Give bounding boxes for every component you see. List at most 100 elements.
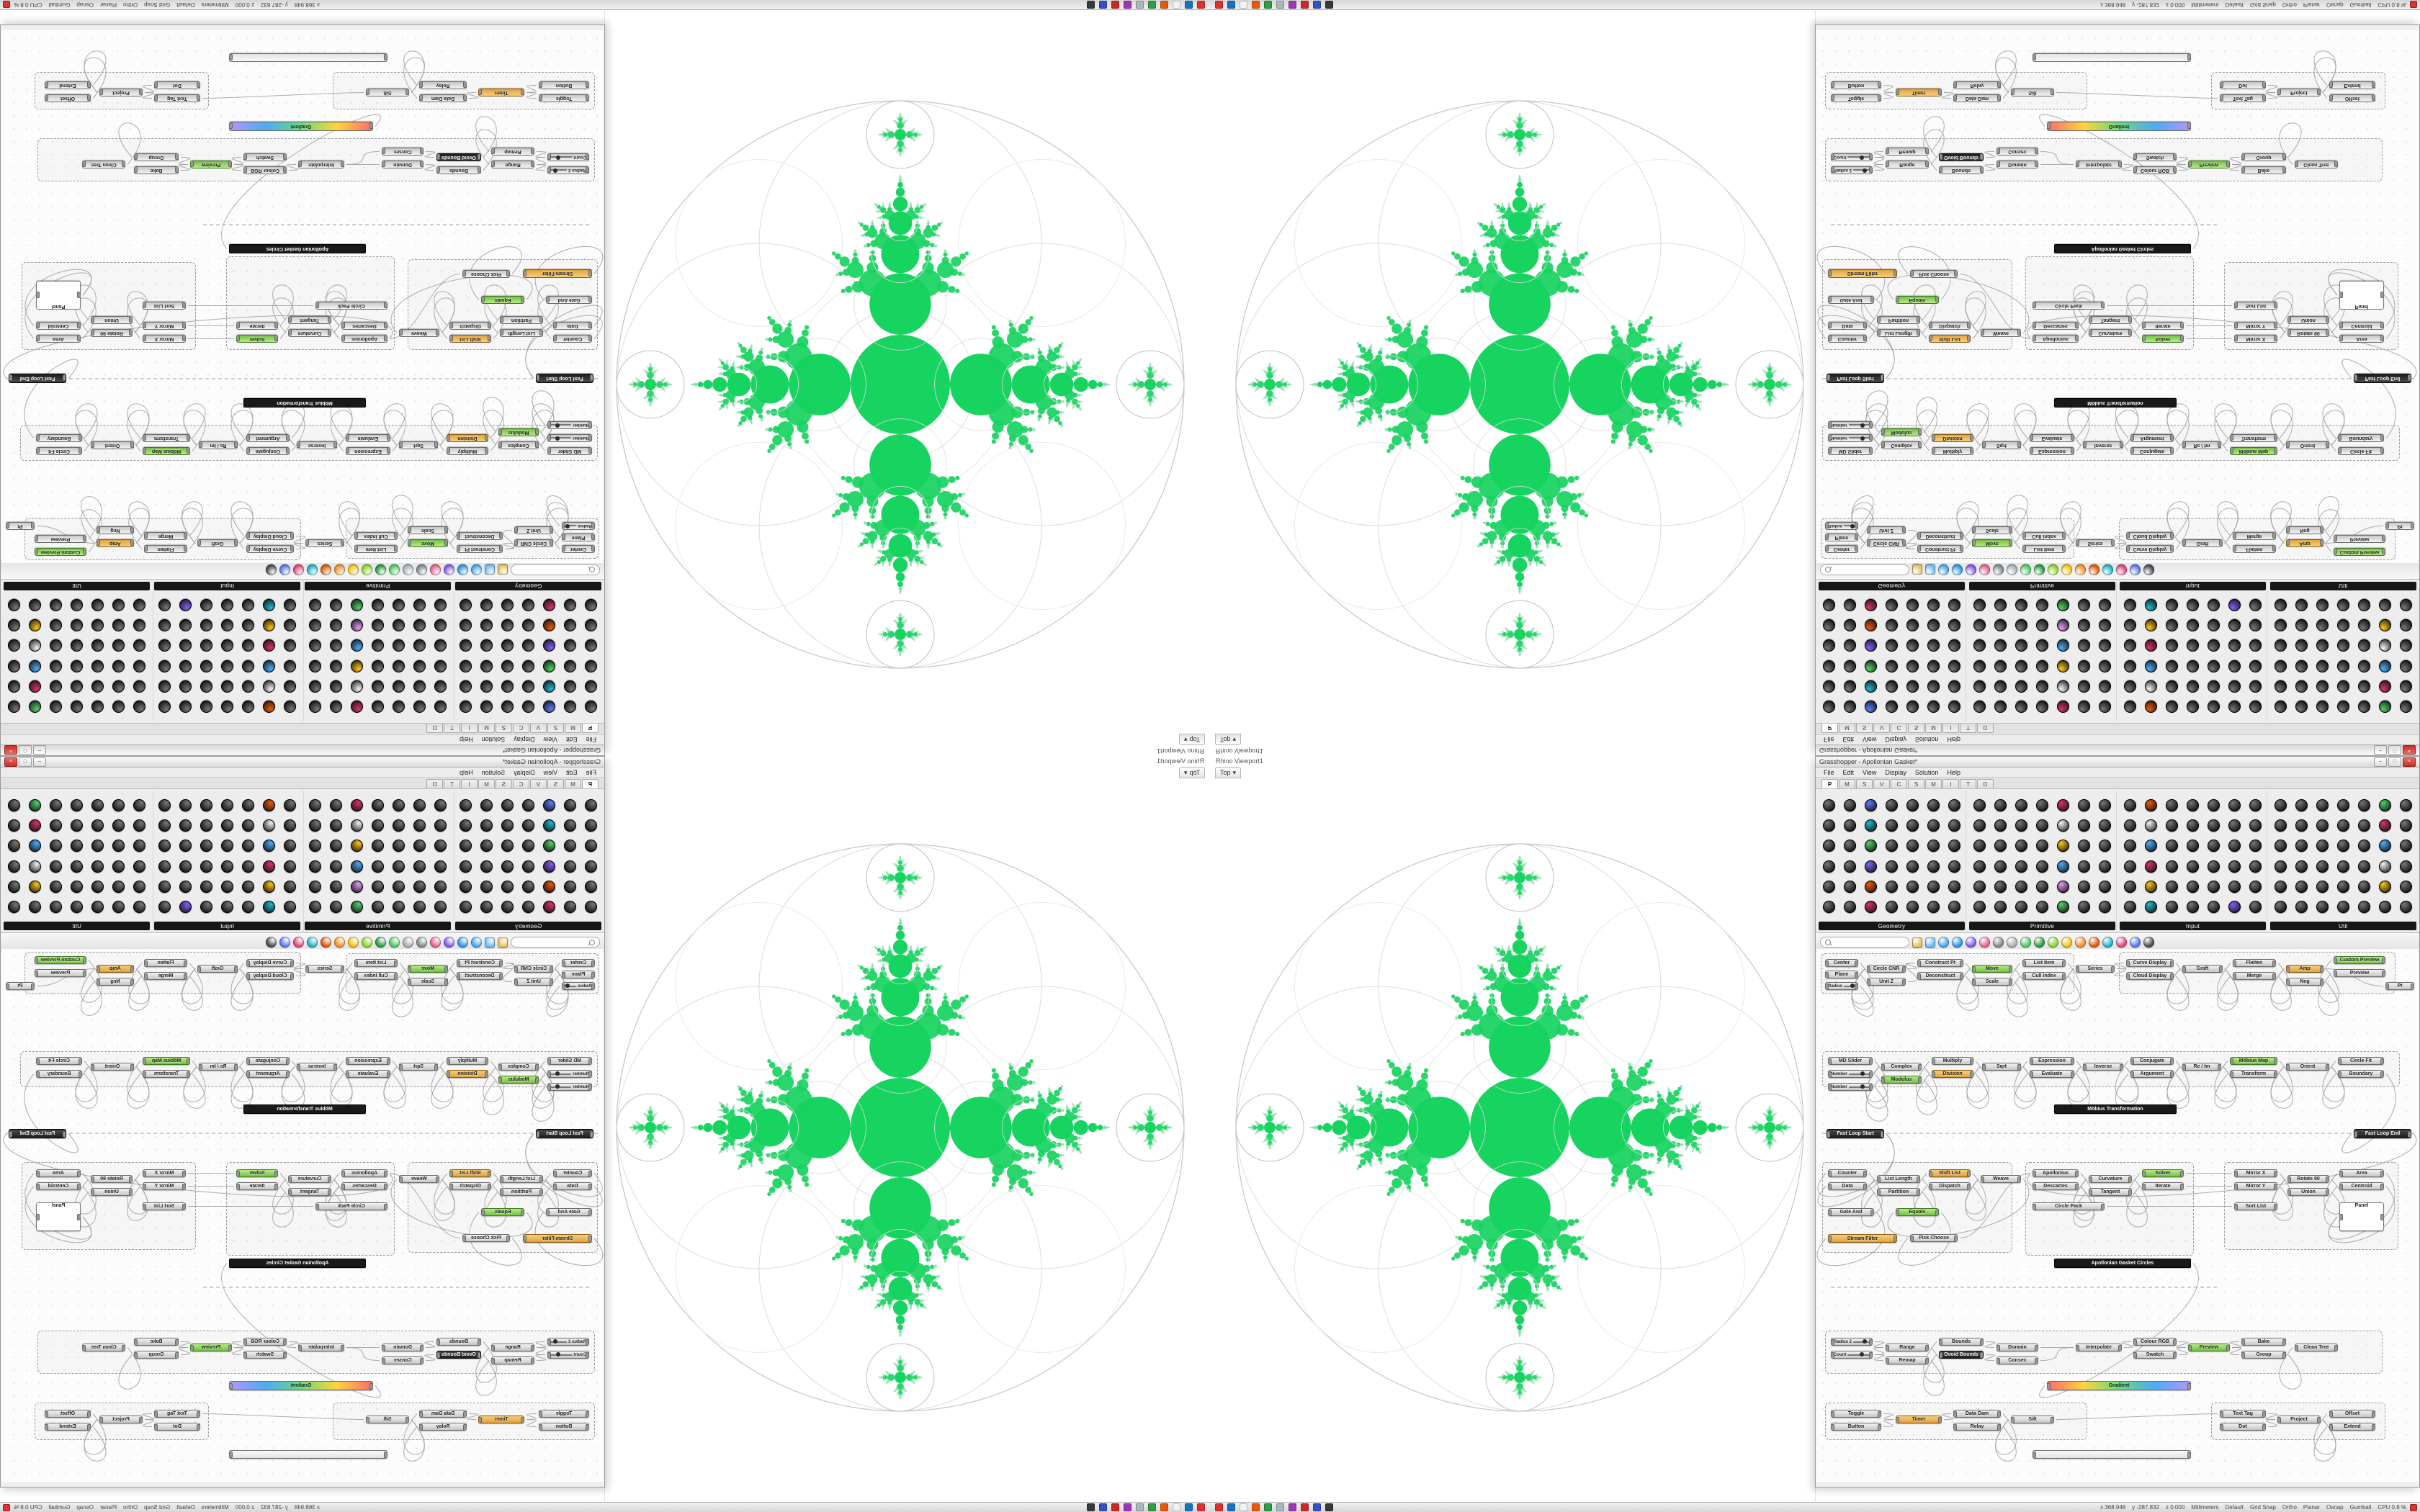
component-icon[interactable] xyxy=(2249,700,2262,713)
component-icon[interactable] xyxy=(2358,799,2370,812)
component-icon[interactable] xyxy=(1823,680,1835,693)
gh-node-centroid[interactable]: Centroid xyxy=(2339,322,2384,330)
component-icon[interactable] xyxy=(284,799,296,812)
component-icon[interactable] xyxy=(50,840,62,852)
canvas-search-input[interactable] xyxy=(511,937,600,948)
component-icon[interactable] xyxy=(2099,799,2111,812)
slider-track[interactable] xyxy=(1847,156,1870,160)
component-icon[interactable] xyxy=(2208,860,2220,873)
menu-solution[interactable]: Solution xyxy=(481,768,506,776)
component-icon[interactable] xyxy=(434,639,447,652)
gh-node-count[interactable]: Count xyxy=(547,153,589,161)
gh-node-evaluate[interactable]: Evaluate xyxy=(2030,1070,2074,1078)
component-icon[interactable] xyxy=(330,639,342,652)
component-icon[interactable] xyxy=(1844,900,1856,913)
component-icon[interactable] xyxy=(2249,880,2262,893)
component-icon[interactable] xyxy=(2187,619,2199,632)
gh-node-mirror-y[interactable]: Mirror Y xyxy=(143,322,186,330)
gh-node-text-tag[interactable]: Text Tag xyxy=(2220,1410,2266,1418)
gh-node-union[interactable]: Union xyxy=(91,1188,133,1196)
component-icon[interactable] xyxy=(434,819,447,832)
component-icon[interactable] xyxy=(2015,900,2027,913)
component-icon[interactable] xyxy=(564,700,576,713)
tab-mesh[interactable]: M xyxy=(1925,779,1942,788)
component-icon[interactable] xyxy=(1994,819,2007,832)
tab-transform[interactable]: T xyxy=(444,779,460,788)
gh-node-domain[interactable]: Domain xyxy=(382,1344,424,1351)
menu-edit[interactable]: Edit xyxy=(565,736,578,744)
node-group[interactable] xyxy=(37,1331,595,1374)
component-icon[interactable] xyxy=(1844,639,1856,652)
gh-node-fast-loop-start[interactable]: Fast Loop Start xyxy=(536,1129,593,1138)
gh-node-plane[interactable]: Plane xyxy=(1825,971,1858,978)
slider-knob[interactable] xyxy=(555,436,560,441)
slider-track[interactable] xyxy=(1847,1352,1870,1356)
gh-node-graft[interactable]: Graft xyxy=(197,965,238,973)
gh-node-circle-cnr[interactable]: Circle CNR xyxy=(1867,965,1906,973)
component-icon[interactable] xyxy=(1906,680,1919,693)
component-icon[interactable] xyxy=(309,900,321,913)
component-icon[interactable] xyxy=(242,900,254,913)
gh-node-ovoid-bounds[interactable]: Ovoid Bounds xyxy=(1939,1351,1984,1359)
gh-node-amp[interactable]: Amp xyxy=(2286,965,2323,973)
gh-node-equals[interactable]: Equals xyxy=(1896,1208,1939,1216)
gh-node-flatten[interactable]: Flatten xyxy=(2233,959,2276,967)
gh-node-argument[interactable]: Argument xyxy=(246,434,290,442)
gh-node-weave[interactable]: Weave xyxy=(399,1175,439,1183)
component-icon[interactable] xyxy=(564,599,576,612)
rhino-viewport[interactable]: Rhino Viewport1 Top ▾ xyxy=(604,10,1210,756)
component-icon[interactable] xyxy=(2036,900,2048,913)
gh-node-bounds[interactable]: Bounds xyxy=(436,166,481,174)
slider-track[interactable] xyxy=(550,436,572,441)
component-icon[interactable] xyxy=(434,700,447,713)
component-icon[interactable] xyxy=(585,639,597,652)
component-icon[interactable] xyxy=(2249,619,2262,632)
gh-node-cull-index[interactable]: Cull Index xyxy=(354,532,398,540)
component-icon[interactable] xyxy=(1823,639,1835,652)
component-icon[interactable] xyxy=(351,860,363,873)
gh-node-centroid[interactable]: Centroid xyxy=(36,322,81,330)
component-icon[interactable] xyxy=(158,680,171,693)
component-icon[interactable] xyxy=(2187,599,2199,612)
component-icon[interactable] xyxy=(543,680,555,693)
node-group[interactable] xyxy=(37,138,595,181)
component-icon[interactable] xyxy=(2400,880,2412,893)
gh-node-rotate-90[interactable]: Rotate 90 xyxy=(91,329,133,337)
component-icon[interactable] xyxy=(133,639,145,652)
gh-node-tangent[interactable]: Tangent xyxy=(288,316,331,324)
component-icon[interactable] xyxy=(1994,680,2007,693)
component-icon[interactable] xyxy=(1906,660,1919,672)
app-dark-icon[interactable] xyxy=(1087,1503,1095,1511)
component-icon[interactable] xyxy=(2358,880,2370,893)
slider-knob[interactable] xyxy=(555,1071,560,1076)
component-icon[interactable] xyxy=(564,819,576,832)
component-icon[interactable] xyxy=(2228,700,2241,713)
component-icon[interactable] xyxy=(480,700,493,713)
preview-off-button[interactable] xyxy=(416,937,427,948)
component-icon[interactable] xyxy=(522,680,534,693)
slider-knob[interactable] xyxy=(1860,1352,1865,1356)
gh-node-multiply[interactable]: Multiply xyxy=(1932,447,1973,455)
close-button[interactable]: × xyxy=(2403,745,2416,755)
component-icon[interactable] xyxy=(2358,599,2370,612)
component-icon[interactable] xyxy=(1865,700,1877,713)
menu-file[interactable]: File xyxy=(586,768,596,776)
component-icon[interactable] xyxy=(242,799,254,812)
component-icon[interactable] xyxy=(393,680,405,693)
app-orange-icon[interactable] xyxy=(1160,1503,1168,1511)
gh-node-data[interactable]: Data xyxy=(1828,322,1867,330)
gh-node-offset[interactable]: Offset xyxy=(2329,94,2375,102)
app-blue-icon[interactable] xyxy=(1227,1,1235,9)
gh-node-extend[interactable]: Extend xyxy=(45,81,91,89)
slider-knob[interactable] xyxy=(1860,1084,1865,1089)
gh-node-equals[interactable]: Equals xyxy=(1896,296,1939,304)
gh-node-group[interactable]: Group xyxy=(134,1351,179,1359)
gh-node-gradient[interactable]: Gradient xyxy=(2047,1381,2191,1390)
gh-node-dispatch[interactable]: Dispatch xyxy=(1929,1182,1971,1190)
component-icon[interactable] xyxy=(221,799,233,812)
component-icon[interactable] xyxy=(200,599,212,612)
gh-node-bounds[interactable]: Bounds xyxy=(1939,166,1984,174)
component-icon[interactable] xyxy=(2316,619,2329,632)
app-green-icon[interactable] xyxy=(1148,1,1156,9)
component-icon[interactable] xyxy=(133,900,145,913)
